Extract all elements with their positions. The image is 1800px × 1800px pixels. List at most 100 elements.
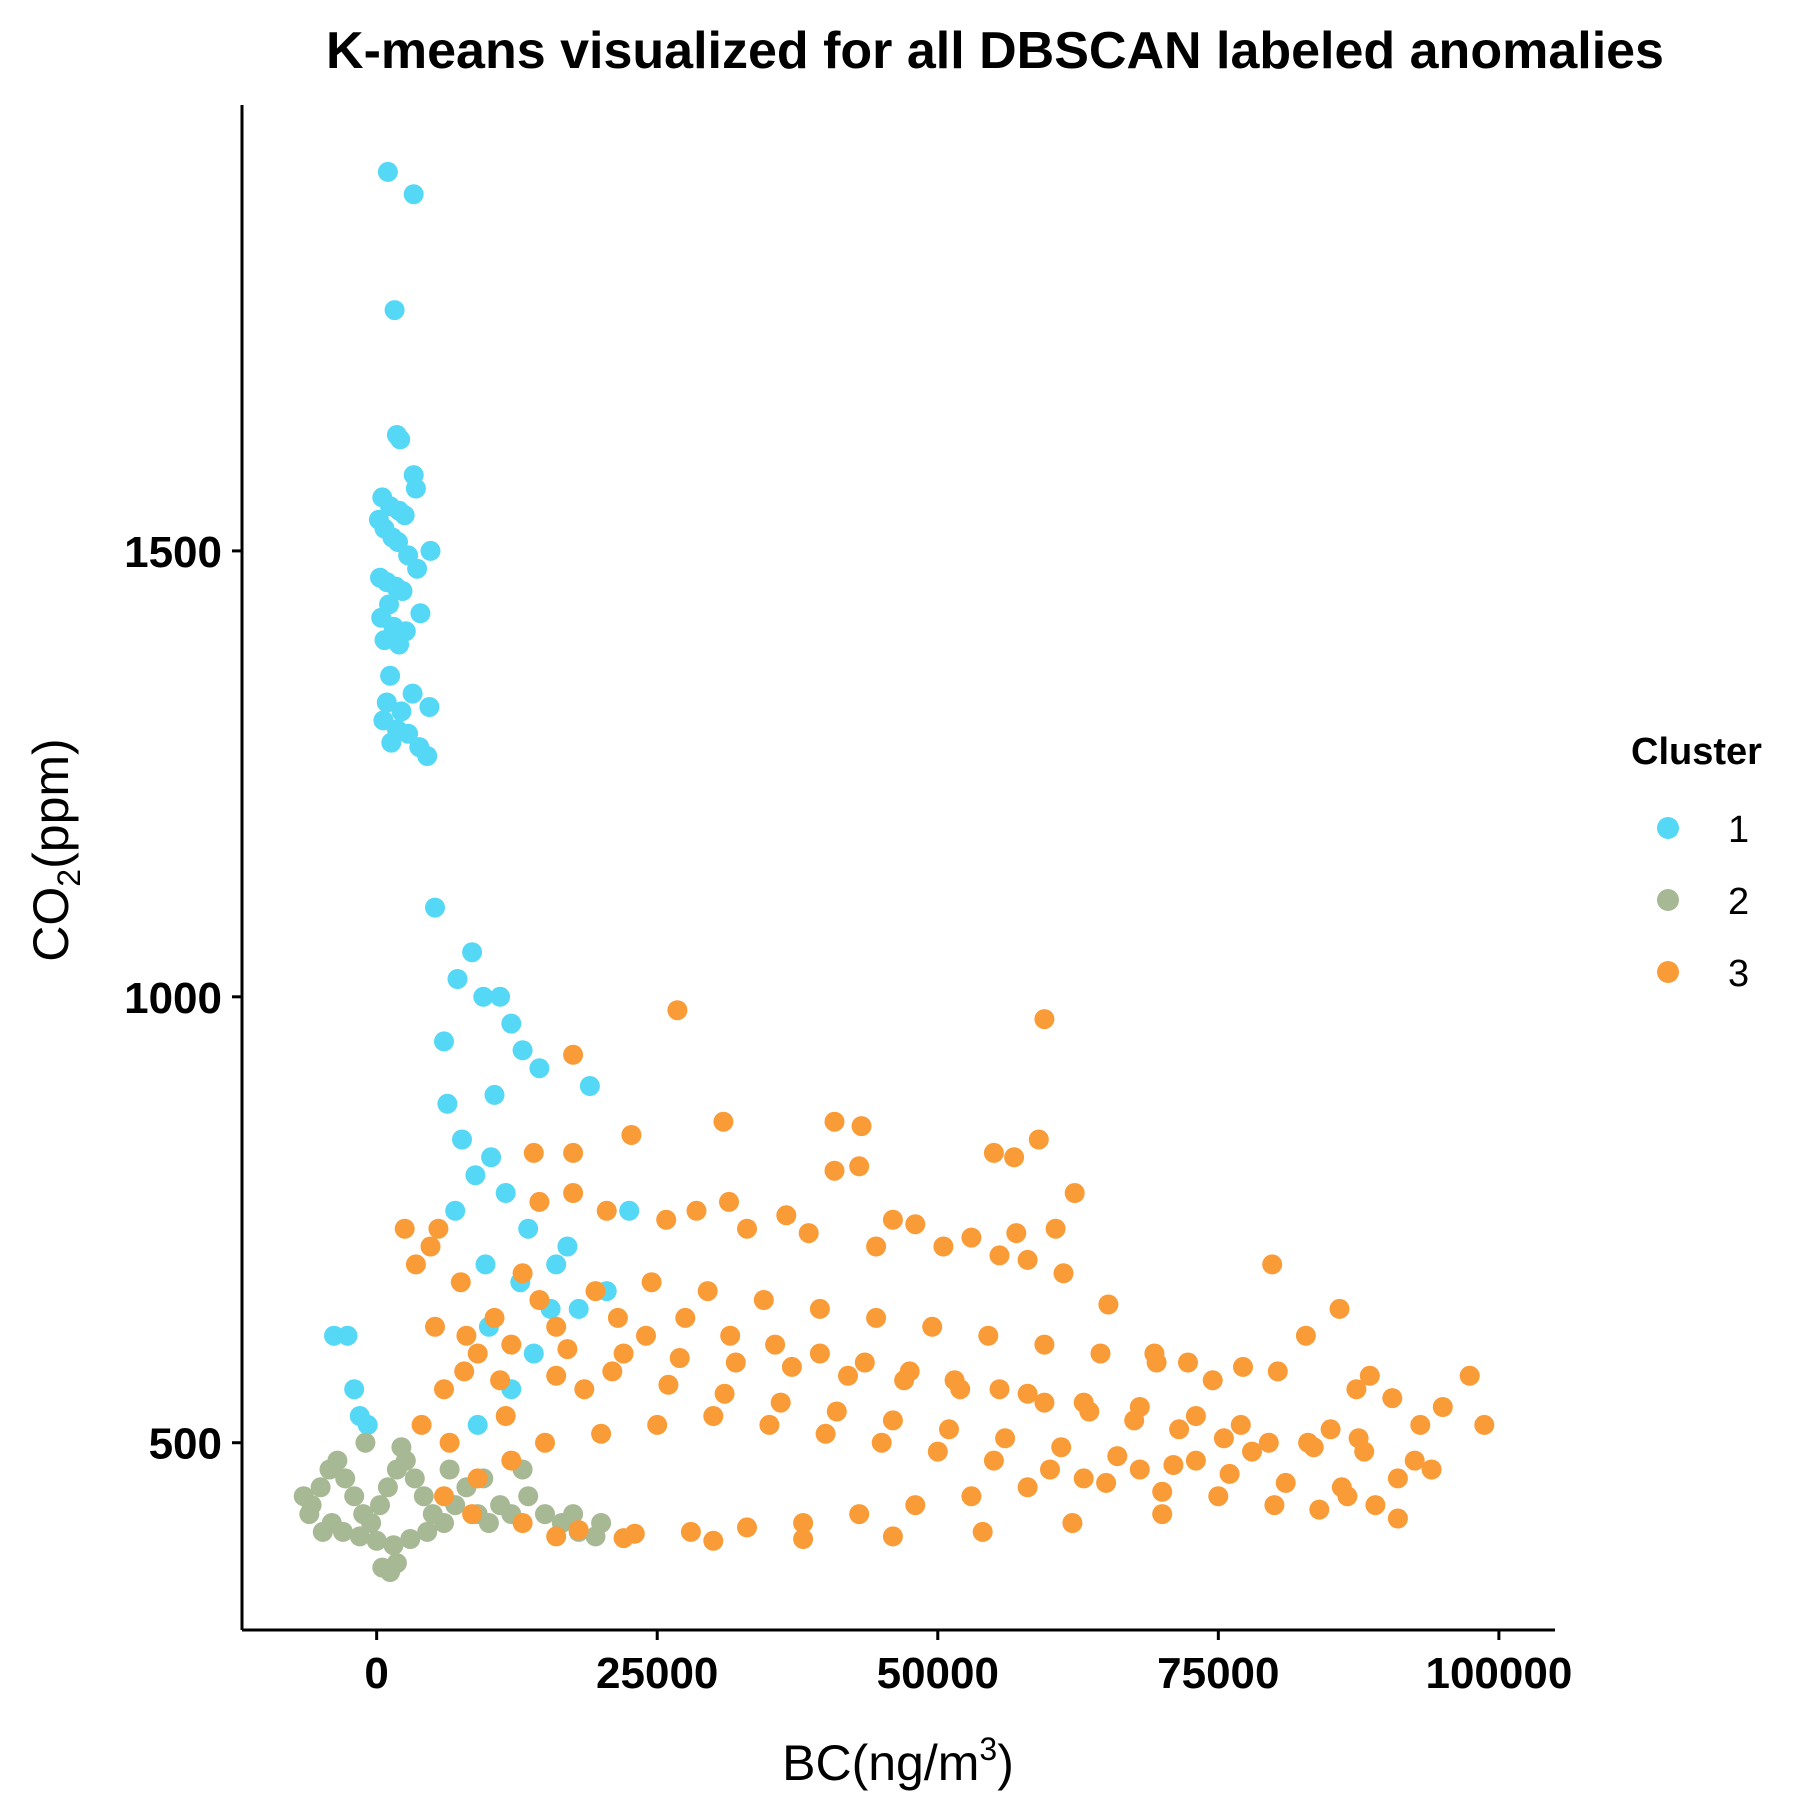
point-cluster-2-40 [391,1437,412,1458]
point-cluster-1-4 [390,429,411,450]
point-cluster-3-125 [815,1423,836,1444]
point-cluster-3-8 [523,1142,544,1163]
point-cluster-1-29 [380,665,401,686]
point-cluster-2-6 [344,1486,365,1507]
point-cluster-3-126 [871,1432,892,1453]
point-cluster-1-69 [557,1236,578,1257]
point-cluster-1-51 [473,986,494,1007]
x-axis-label-sup: 3 [979,1731,997,1767]
point-cluster-1-10 [394,505,415,526]
point-cluster-1-32 [419,697,440,717]
point-cluster-2-45 [563,1504,584,1525]
y-axis-ticks: 500 1000 1500 [124,528,242,1469]
point-cluster-3-42 [1359,1365,1380,1386]
point-cluster-1-30 [402,683,423,704]
point-cluster-3-120 [535,1432,555,1453]
point-cluster-3-174 [411,1414,432,1435]
point-cluster-3-79 [1202,1370,1223,1391]
point-cluster-2-2 [310,1477,331,1498]
point-cluster-3-85 [714,1383,735,1404]
point-cluster-3-106 [1017,1477,1038,1498]
point-cluster-1-37 [381,732,402,753]
point-cluster-3-154 [607,1307,628,1328]
point-cluster-2-46 [591,1513,612,1533]
series-2 [293,1432,612,1582]
point-cluster-3-11 [1004,1147,1025,1168]
point-cluster-3-62 [557,1339,578,1360]
point-cluster-1-59 [344,1379,365,1400]
point-cluster-1-70 [434,1031,454,1052]
point-cluster-3-65 [425,1316,445,1337]
point-cluster-2-37 [386,1553,407,1574]
point-cluster-3-78 [1146,1352,1167,1373]
point-cluster-3-47 [1474,1414,1495,1435]
point-cluster-3-59 [725,1352,746,1373]
point-cluster-3-157 [720,1325,741,1346]
point-cluster-3-166 [1124,1410,1145,1431]
point-cluster-2-14 [413,1486,434,1507]
x-tick-label-2: 50000 [877,1649,999,1698]
point-cluster-3-22 [905,1214,926,1235]
series-3 [394,1000,1495,1551]
point-cluster-3-32 [1017,1249,1038,1270]
point-cluster-1-42 [501,1013,522,1034]
y-axis-label-tail: (ppm) [23,738,79,869]
point-cluster-3-149 [467,1343,488,1364]
point-cluster-3-51 [1185,1406,1206,1426]
series-1 [324,161,640,1435]
point-cluster-3-9 [563,1142,584,1163]
point-cluster-3-10 [983,1142,1004,1163]
point-cluster-3-175 [439,1432,460,1453]
chart-title: K-means visualized for all DBSCAN labele… [326,22,1664,80]
point-cluster-2-20 [478,1513,499,1533]
point-cluster-3-69 [641,1272,662,1293]
point-cluster-1-2 [384,300,405,321]
point-cluster-3-171 [1348,1428,1369,1449]
y-axis-label: CO2(ppm) [23,738,87,961]
y-axis-label-text: CO [23,887,79,962]
point-cluster-3-160 [854,1352,875,1373]
point-cluster-3-0 [667,1000,688,1021]
point-cluster-3-83 [602,1361,623,1382]
x-tick-label-4: 100000 [1425,1649,1572,1698]
point-cluster-3-123 [703,1406,724,1426]
point-cluster-3-86 [770,1392,791,1413]
point-cluster-2-23 [518,1486,539,1507]
legend-label-1: 1 [1728,809,1749,851]
point-cluster-3-24 [1006,1223,1027,1244]
point-cluster-3-147 [428,1218,449,1239]
point-cluster-3-92 [1107,1446,1128,1467]
point-cluster-3-20 [776,1205,797,1226]
point-cluster-3-108 [905,1495,926,1516]
point-cluster-3-117 [434,1486,454,1507]
point-cluster-1-73 [452,1129,472,1150]
point-cluster-1-46 [619,1200,640,1221]
point-cluster-3-170 [1303,1437,1324,1458]
point-cluster-3-80 [434,1379,454,1400]
point-cluster-3-102 [1242,1441,1262,1462]
point-cluster-3-54 [1017,1383,1038,1404]
legend: Cluster 1 2 3 [1631,731,1762,995]
point-cluster-3-99 [1404,1450,1425,1471]
point-cluster-3-176 [454,1361,475,1382]
point-cluster-3-110 [793,1513,814,1533]
point-cluster-1-28 [389,634,410,655]
point-cluster-1-54 [465,1165,486,1186]
point-cluster-3-112 [680,1521,701,1542]
point-cluster-3-172 [394,1218,415,1239]
point-cluster-3-127 [927,1441,948,1462]
point-cluster-3-137 [1337,1486,1358,1507]
point-cluster-3-44 [1346,1379,1367,1400]
point-cluster-1-64 [523,1343,544,1364]
point-cluster-2-33 [400,1529,421,1549]
point-cluster-3-128 [983,1450,1004,1471]
y-tick-label-0: 500 [149,1420,222,1469]
point-cluster-3-33 [1262,1254,1283,1275]
point-cluster-1-6 [405,478,426,499]
legend-entry-2: 2 [1657,881,1749,923]
point-cluster-1-1 [403,184,424,205]
point-cluster-3-119 [501,1450,522,1471]
point-cluster-3-148 [450,1272,471,1293]
point-cluster-3-146 [420,1236,441,1257]
